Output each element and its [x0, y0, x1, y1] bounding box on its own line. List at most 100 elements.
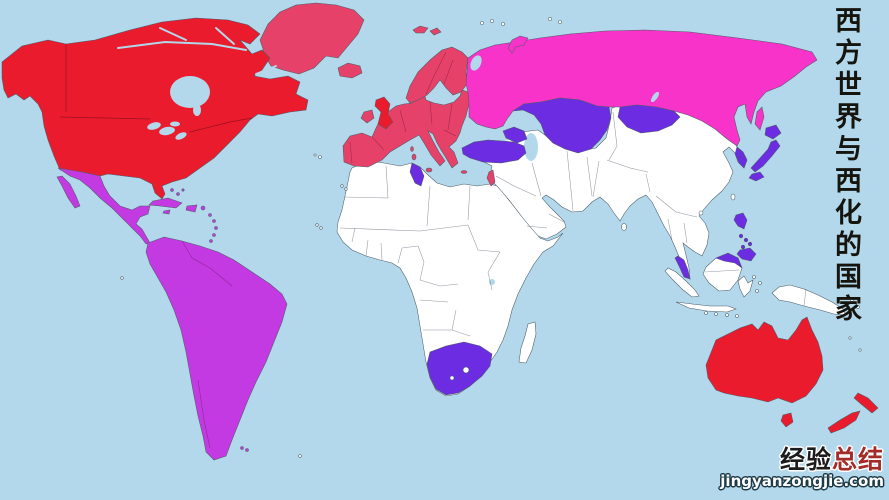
region-new-guinea	[771, 284, 847, 316]
region-south-africa	[426, 341, 493, 396]
great-lake	[175, 132, 187, 140]
region-israel	[486, 169, 496, 187]
region-sicily	[425, 167, 433, 173]
region-hispaniola	[185, 204, 198, 213]
enclaves	[449, 366, 470, 381]
region-iceland	[337, 62, 363, 79]
island-dot	[735, 314, 739, 318]
region-madagascar	[518, 321, 537, 364]
region-greenland	[259, 2, 365, 75]
watermark-brand-suffix: 总结	[831, 445, 884, 474]
region-new-zealand-south	[827, 410, 861, 434]
region-philippines-island	[740, 244, 746, 250]
island-dot	[170, 188, 174, 192]
island-dot	[548, 17, 552, 21]
black-sea	[462, 129, 514, 143]
region-corsica	[410, 146, 414, 152]
region-turkey	[461, 139, 527, 164]
region-svalbard	[429, 27, 442, 36]
region-australia	[705, 316, 824, 404]
region-philippines-mindanao	[736, 247, 757, 262]
latin-america-group	[56, 167, 288, 461]
island-dot	[758, 281, 762, 285]
region-philippines-island	[747, 241, 753, 247]
channel	[255, 65, 277, 75]
region-japan-honshu	[750, 139, 781, 173]
region-baja-california	[56, 175, 81, 209]
great-lake	[159, 126, 175, 136]
island-dot	[752, 275, 756, 279]
region-tunisia	[409, 162, 425, 187]
region-falklands	[245, 448, 249, 452]
island-dot	[298, 454, 302, 458]
neutral-countries	[120, 17, 862, 458]
region-ireland	[360, 109, 375, 124]
island-dot	[212, 219, 216, 223]
channel	[159, 27, 187, 41]
island-dot	[714, 312, 718, 316]
region-sakhalin	[754, 106, 765, 131]
region-philippines-luzon	[733, 212, 748, 230]
political-borders	[59, 44, 807, 449]
island-dot	[344, 187, 348, 191]
island-dot	[848, 336, 852, 340]
region-mongolia	[617, 104, 681, 134]
great-lake	[170, 121, 180, 127]
arctic-channels	[117, 27, 277, 75]
region-malaysia-peninsula	[674, 255, 691, 280]
island-dot	[725, 313, 729, 317]
island-dot	[480, 21, 484, 25]
watermark-brand-prefix: 经验	[779, 445, 832, 474]
island-dot	[319, 226, 323, 230]
russia-group	[465, 29, 818, 147]
watermark-brand: 经验总结	[720, 447, 884, 472]
island-dot	[340, 184, 344, 188]
island-dot	[704, 311, 708, 315]
region-puerto-rico	[200, 205, 206, 211]
island-dot	[490, 19, 494, 23]
region-hainan	[698, 210, 704, 216]
great-lake	[147, 122, 161, 130]
region-cuba	[148, 197, 183, 209]
region-japan-hokkaido	[764, 124, 782, 140]
borders-north-america	[59, 44, 253, 133]
island-dot	[850, 298, 854, 302]
europe-group	[259, 2, 496, 187]
caspian-sea	[524, 133, 538, 161]
region-south-america	[145, 236, 288, 461]
island-dot	[856, 305, 860, 309]
region-sumatra	[664, 267, 700, 298]
island-dot	[208, 213, 212, 217]
region-lesotho	[462, 366, 470, 374]
lake-baikal	[650, 91, 660, 103]
island-dot	[120, 276, 124, 280]
region-java	[675, 301, 737, 313]
island-dot	[209, 239, 213, 243]
region-falklands	[240, 446, 244, 450]
region-taiwan	[730, 193, 736, 201]
hudson-bay	[170, 76, 210, 108]
watermark-domain: jingyanzongjie.com	[720, 472, 884, 490]
island-dot	[558, 20, 562, 24]
region-caucasus	[502, 126, 528, 144]
region-sardinia	[411, 153, 417, 161]
region-philippines-island	[738, 233, 744, 239]
watermark: 经验总结 jingyanzongjie.com	[720, 447, 884, 489]
region-united-kingdom	[374, 96, 394, 130]
island-dot	[214, 226, 218, 230]
island-dot	[315, 223, 319, 227]
region-philippines-island	[743, 237, 749, 243]
region-eswatini	[449, 375, 455, 381]
borders-africa-asia	[339, 111, 807, 337]
region-korea	[734, 146, 748, 169]
island-dot	[181, 188, 185, 192]
region-north-america	[1, 17, 309, 200]
region-russia	[465, 29, 818, 147]
channel	[215, 27, 235, 45]
core-west-group	[1, 17, 879, 434]
region-africa	[336, 160, 564, 397]
white-sea	[470, 55, 482, 71]
james-bay	[193, 104, 201, 116]
